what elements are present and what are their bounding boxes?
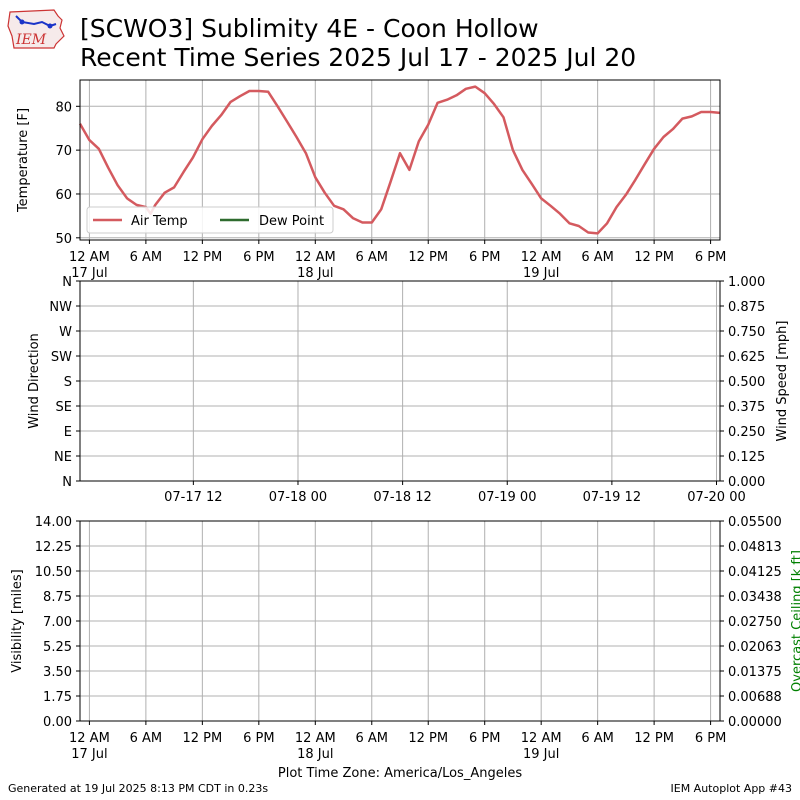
x-tick-label: 6 PM xyxy=(695,250,726,265)
x-axis-label: Plot Time Zone: America/Los_Angeles xyxy=(278,766,522,781)
wind-panel xyxy=(76,280,724,485)
title-line-1: [SCWO3] Sublimity 4E - Coon Hollow xyxy=(80,14,539,43)
temperature-axes-frame xyxy=(79,79,721,241)
y-right-tick-label: 0.375 xyxy=(728,400,765,415)
x-tick-date-label: 17 Jul xyxy=(71,747,107,762)
legend xyxy=(86,206,334,234)
x-tick-date-label: 19 Jul xyxy=(523,747,559,762)
x-tick-label: 6 PM xyxy=(243,731,274,746)
svg-text:IEM: IEM xyxy=(15,32,47,48)
x-tick-label: 6 PM xyxy=(469,731,500,746)
y-tick-label: 10.50 xyxy=(35,565,72,580)
x-tick-label: 6 AM xyxy=(356,250,389,265)
y-tick-label: N xyxy=(62,275,72,290)
x-tick-label: 12 AM xyxy=(295,250,336,265)
y-tick-label: NW xyxy=(49,300,72,315)
y-right-tick-label: 0.875 xyxy=(728,300,765,315)
x-tick-label: 07-18 00 xyxy=(269,490,327,505)
y-right-tick-label: 0.000 xyxy=(728,475,765,490)
legend-label-air-temp: Air Temp xyxy=(131,214,188,229)
x-tick-date-label: 17 Jul xyxy=(71,266,107,281)
y-tick-label: 70 xyxy=(55,144,72,159)
x-tick-label: 12 PM xyxy=(634,250,674,265)
x-tick-label: 07-19 00 xyxy=(478,490,536,505)
x-tick-label: 12 AM xyxy=(69,250,110,265)
y-tick-label: 0.00 xyxy=(43,715,72,730)
x-tick-label: 6 PM xyxy=(243,250,274,265)
y-tick-label: 7.00 xyxy=(43,615,72,630)
y-tick-label: 8.75 xyxy=(43,590,72,605)
y-tick-label: 1.75 xyxy=(43,690,72,705)
y-axis-label: Wind Direction xyxy=(27,333,42,429)
y-tick-label: 12.25 xyxy=(35,540,72,555)
y-axis-label: Visibility [miles] xyxy=(10,569,25,672)
y-tick-label: 3.50 xyxy=(43,665,72,680)
x-tick-label: 6 AM xyxy=(356,731,389,746)
x-tick-label: 12 AM xyxy=(69,731,110,746)
y-right-tick-label: 0.02063 xyxy=(728,640,782,655)
y-right-tick-label: 0.00000 xyxy=(728,715,782,730)
y-tick-label: SW xyxy=(51,350,72,365)
y-axis-right-label: Wind Speed [mph] xyxy=(775,321,790,442)
x-tick-label: 12 PM xyxy=(182,250,222,265)
x-tick-label: 12 PM xyxy=(182,731,222,746)
x-tick-date-label: 19 Jul xyxy=(523,266,559,281)
y-right-tick-label: 0.05500 xyxy=(728,515,782,530)
x-tick-label: 6 PM xyxy=(695,731,726,746)
y-tick-label: 50 xyxy=(55,232,72,247)
y-tick-label: 14.00 xyxy=(35,515,72,530)
y-tick-label: N xyxy=(62,475,72,490)
x-tick-label: 07-17 12 xyxy=(164,490,222,505)
x-tick-label: 6 AM xyxy=(130,250,163,265)
x-tick-date-label: 18 Jul xyxy=(297,266,333,281)
y-right-tick-label: 0.750 xyxy=(728,325,765,340)
visibility-panel xyxy=(76,520,724,725)
chart-title: [SCWO3] Sublimity 4E - Coon Hollow Recen… xyxy=(80,14,636,72)
y-tick-label: SE xyxy=(56,400,72,415)
y-right-tick-label: 0.02750 xyxy=(728,615,782,630)
x-tick-label: 12 AM xyxy=(521,731,562,746)
y-right-tick-label: 0.125 xyxy=(728,450,765,465)
y-tick-label: W xyxy=(59,325,72,340)
x-tick-label: 07-19 12 xyxy=(583,490,641,505)
y-axis-label: Temperature [F] xyxy=(16,108,31,213)
air-temp-line xyxy=(78,85,721,235)
y-right-tick-label: 0.04813 xyxy=(728,540,782,555)
y-tick-label: 80 xyxy=(55,100,72,115)
legend-label-dew-point: Dew Point xyxy=(259,214,324,229)
x-tick-label: 12 AM xyxy=(295,731,336,746)
x-tick-label: 6 AM xyxy=(581,731,614,746)
legend-box xyxy=(86,206,334,234)
x-tick-label: 6 AM xyxy=(130,731,163,746)
y-tick-label: E xyxy=(64,425,72,440)
x-tick-label: 6 AM xyxy=(581,250,614,265)
x-tick-label: 12 PM xyxy=(408,731,448,746)
y-right-tick-label: 0.01375 xyxy=(728,665,782,680)
iem-logo: IEM xyxy=(6,6,66,50)
x-tick-label: 07-20 00 xyxy=(687,490,745,505)
y-right-tick-label: 0.500 xyxy=(728,375,765,390)
y-tick-label: 5.25 xyxy=(43,640,72,655)
x-tick-label: 12 AM xyxy=(521,250,562,265)
y-tick-label: 60 xyxy=(55,188,72,203)
x-tick-label: 07-18 12 xyxy=(373,490,431,505)
y-right-tick-label: 0.03438 xyxy=(728,590,782,605)
app-footer: IEM Autoplot App #43 xyxy=(670,782,793,795)
y-tick-label: NE xyxy=(54,450,72,465)
y-tick-label: S xyxy=(64,375,72,390)
y-right-tick-label: 1.000 xyxy=(728,275,765,290)
generated-footer: Generated at 19 Jul 2025 8:13 PM CDT in … xyxy=(8,782,269,795)
x-tick-label: 6 PM xyxy=(469,250,500,265)
y-right-tick-label: 0.625 xyxy=(728,350,765,365)
title-line-2: Recent Time Series 2025 Jul 17 - 2025 Ju… xyxy=(80,43,637,72)
x-tick-label: 12 PM xyxy=(634,731,674,746)
x-tick-date-label: 18 Jul xyxy=(297,747,333,762)
x-tick-label: 12 PM xyxy=(408,250,448,265)
y-right-tick-label: 0.250 xyxy=(728,425,765,440)
y-axis-right-label: Overcast Ceiling [k ft] xyxy=(790,550,800,692)
y-right-tick-label: 0.04125 xyxy=(728,565,782,580)
iowa-map-icon: IEM xyxy=(7,9,65,49)
y-right-tick-label: 0.00688 xyxy=(728,690,782,705)
